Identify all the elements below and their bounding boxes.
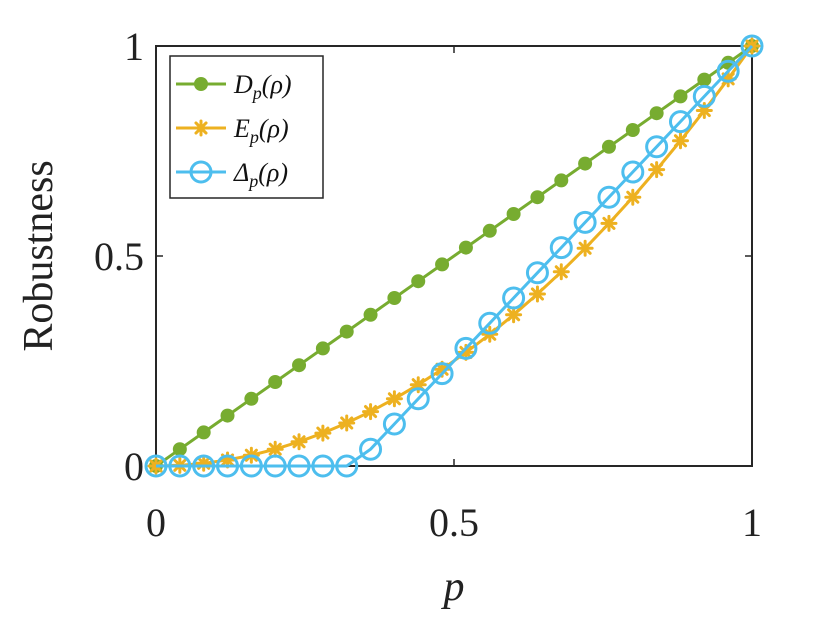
series-dot [149, 39, 759, 473]
data-point [649, 106, 664, 121]
series-layer [144, 34, 764, 478]
data-point [597, 185, 621, 209]
legend-entry: Ep(ρ) [176, 114, 289, 147]
data-point [668, 110, 692, 134]
data-point [673, 89, 688, 104]
y-tick-label: 1 [124, 24, 144, 69]
data-point [648, 161, 666, 179]
data-point [339, 324, 354, 339]
legend-label: Δp(ρ) [233, 158, 288, 191]
y-axis-label: Robustness [16, 160, 62, 351]
data-point [645, 135, 669, 159]
x-tick-label: 0.5 [429, 500, 479, 545]
data-point [578, 156, 593, 171]
data-point [335, 454, 359, 478]
data-point [263, 454, 287, 478]
x-tick-label: 1 [742, 500, 762, 545]
data-point [266, 440, 284, 458]
data-point [290, 433, 308, 451]
data-point [287, 454, 311, 478]
data-point [502, 286, 526, 310]
legend-label: Dp(ρ) [233, 70, 292, 103]
data-point [338, 414, 356, 432]
data-point [671, 132, 689, 150]
legend-entry: Dp(ρ) [176, 70, 292, 103]
data-point [359, 437, 383, 461]
data-point [625, 123, 640, 137]
data-point [458, 240, 473, 255]
data-point [554, 173, 569, 188]
data-point [239, 454, 263, 478]
data-point [435, 257, 450, 272]
data-point [363, 307, 378, 322]
data-point [192, 454, 216, 478]
data-point [454, 336, 478, 360]
data-point [411, 274, 426, 289]
y-tick-label: 0 [124, 444, 144, 489]
series-line [156, 44, 754, 468]
data-point [315, 341, 330, 356]
data-point [406, 387, 430, 411]
data-point [600, 214, 618, 232]
x-axis-label: p [441, 564, 465, 610]
data-point [172, 442, 187, 457]
data-point [576, 239, 594, 257]
data-point [697, 72, 712, 87]
legend-marker [189, 160, 213, 184]
data-point [244, 391, 259, 406]
data-point [430, 362, 454, 386]
legend-label: Ep(ρ) [233, 114, 289, 147]
data-point [525, 261, 549, 285]
data-point [144, 454, 168, 478]
axis-ticks: 0 0.5 1 0 0.5 1 [94, 24, 762, 545]
data-point [195, 454, 213, 472]
data-point [601, 139, 616, 154]
data-point [196, 425, 211, 440]
data-point [385, 390, 403, 408]
data-point [216, 454, 240, 478]
data-point [292, 358, 307, 373]
data-point [268, 375, 283, 389]
data-point [506, 207, 521, 221]
data-point [621, 160, 645, 184]
legend-marker [192, 119, 210, 137]
x-tick-label: 0 [146, 500, 166, 545]
y-tick-label: 0.5 [94, 234, 144, 279]
data-point [692, 84, 716, 108]
data-point [362, 403, 380, 421]
data-point [387, 291, 402, 305]
data-point [740, 34, 764, 58]
data-point [220, 408, 235, 423]
data-point [311, 454, 335, 478]
legend-entry: Δp(ρ) [176, 158, 288, 191]
data-point [552, 263, 570, 281]
data-point [168, 454, 192, 478]
data-point [716, 59, 740, 83]
data-point [624, 188, 642, 206]
data-point [573, 210, 597, 234]
data-point [505, 306, 523, 324]
legend: Dp(ρ) Ep(ρ) Δp(ρ) [169, 55, 324, 199]
data-point [478, 311, 502, 335]
legend-marker [194, 77, 208, 91]
data-point [528, 285, 546, 303]
data-point [549, 236, 573, 260]
data-point [530, 190, 545, 205]
data-point [382, 412, 406, 436]
data-point [482, 223, 497, 238]
series-circle [144, 34, 764, 478]
data-point [314, 424, 332, 442]
